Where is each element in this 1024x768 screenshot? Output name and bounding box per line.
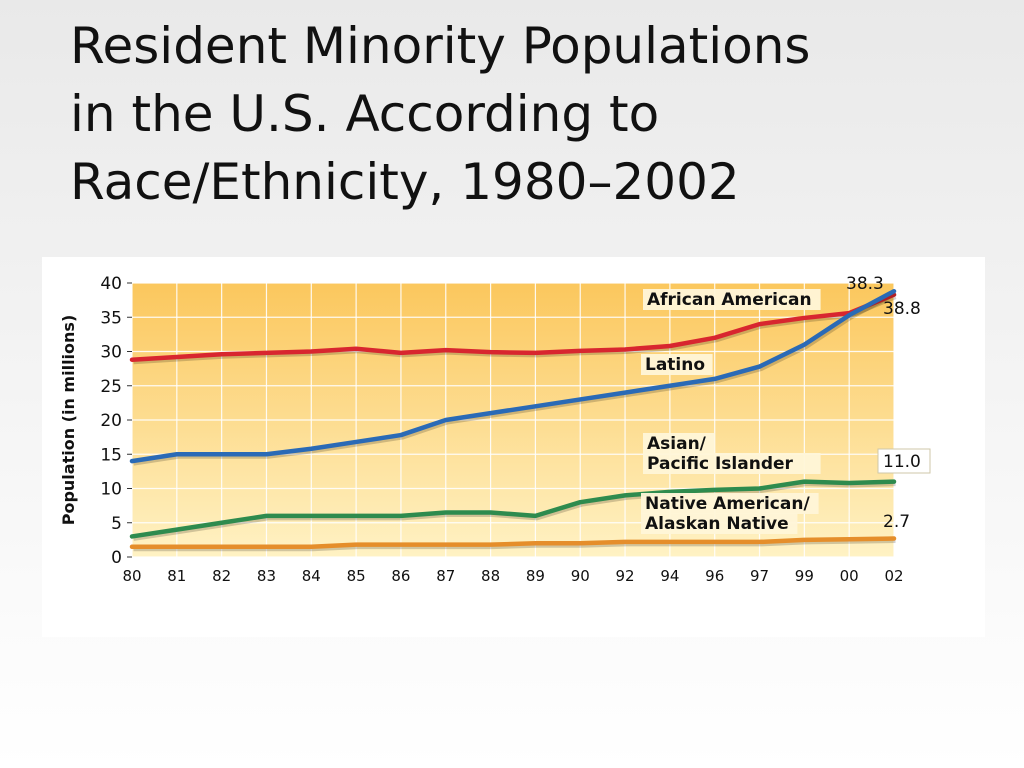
y-tick-label: 5 [111,514,122,534]
series-name-african-american: African American [643,289,821,310]
x-tick-label: 86 [391,567,410,585]
end-value-box [877,448,931,474]
x-tick-label: 88 [481,567,500,585]
series-line-african-american [129,292,897,362]
series-name-text: Pacific Islander [647,454,794,474]
slide-title-line-3: Race/Ethnicity, 1980–2002 [70,153,740,211]
series-name-background [641,513,798,534]
x-tick-label: 92 [616,567,635,585]
chart-panel: 0 5 10 15 20 25 30 35 40 80 81 82 83 84 85 86 87 88 89 90 92… [42,257,985,637]
y-tick-label: 20 [100,411,122,431]
chart-labels: African American Latino Asian/Pacific Isla… [641,274,931,534]
axes: 0 5 10 15 20 25 30 35 40 80 81 82 83 84 85 86 87 88 89 90 92… [59,274,904,585]
series-line-latino [129,288,897,464]
series-name-asian-pacific-islander: Asian/Pacific Islander [643,433,821,474]
x-tick-label: 85 [347,567,366,585]
x-tick-label: 02 [884,567,903,585]
y-tick-label: 15 [100,445,122,465]
x-tick-label: 83 [257,567,276,585]
end-value-label-asian-pacific-islander: 11.0 [883,452,921,472]
y-tick-label: 35 [100,308,122,328]
x-tick-label: 80 [122,567,141,585]
line-chart: 0 5 10 15 20 25 30 35 40 80 81 82 83 84 85 86 87 88 89 90 92… [59,274,931,585]
x-tick-label: 97 [750,567,769,585]
end-value-label-native-american-alaskan-native: 2.7 [883,512,910,532]
series-name-background [641,493,819,514]
series-name-background [643,453,821,474]
x-tick-label: 89 [526,567,545,585]
series-name-native-american-alaskan-native: Native American/Alaskan Native [641,493,819,534]
series-name-text: Latino [645,355,705,375]
x-tick-label: 96 [705,567,724,585]
series-name-background [643,433,715,454]
series-name-text: Alaskan Native [645,514,789,534]
x-tick-label: 81 [167,567,186,585]
y-axis-title: Population (in millions) [59,315,78,526]
end-value-label-latino: 38.8 [883,299,921,319]
slide-title-line-1: Resident Minority Populations [70,17,811,75]
y-tick-label: 40 [100,274,122,294]
series-line-asian-pacific-islander [129,479,897,539]
x-tick-label: 87 [436,567,455,585]
series-name-background [641,354,713,375]
y-tick-label: 10 [100,480,122,500]
end-value-label-african-american: 38.3 [846,274,884,294]
series-name-text: African American [647,290,812,310]
series-name-text: Native American/ [645,494,810,514]
x-tick-label: 94 [660,567,679,585]
series-name-text: Asian/ [647,434,707,454]
series-lines [129,288,897,552]
slide-title: Resident Minority Populations in the U.S… [70,12,970,216]
x-tick-label: 00 [840,567,859,585]
series-name-background [643,289,821,310]
slide-title-line-2: in the U.S. According to [70,85,660,143]
x-tick-label: 90 [571,567,590,585]
series-name-latino: Latino [641,354,713,375]
y-tick-label: 0 [111,548,122,568]
x-tick-label: 99 [795,567,814,585]
series-line-native-american-alaskan-native [129,536,897,549]
x-tick-label: 84 [302,567,321,585]
x-tick-label: 82 [212,567,231,585]
y-tick-label: 25 [100,377,122,397]
y-tick-label: 30 [100,343,122,363]
